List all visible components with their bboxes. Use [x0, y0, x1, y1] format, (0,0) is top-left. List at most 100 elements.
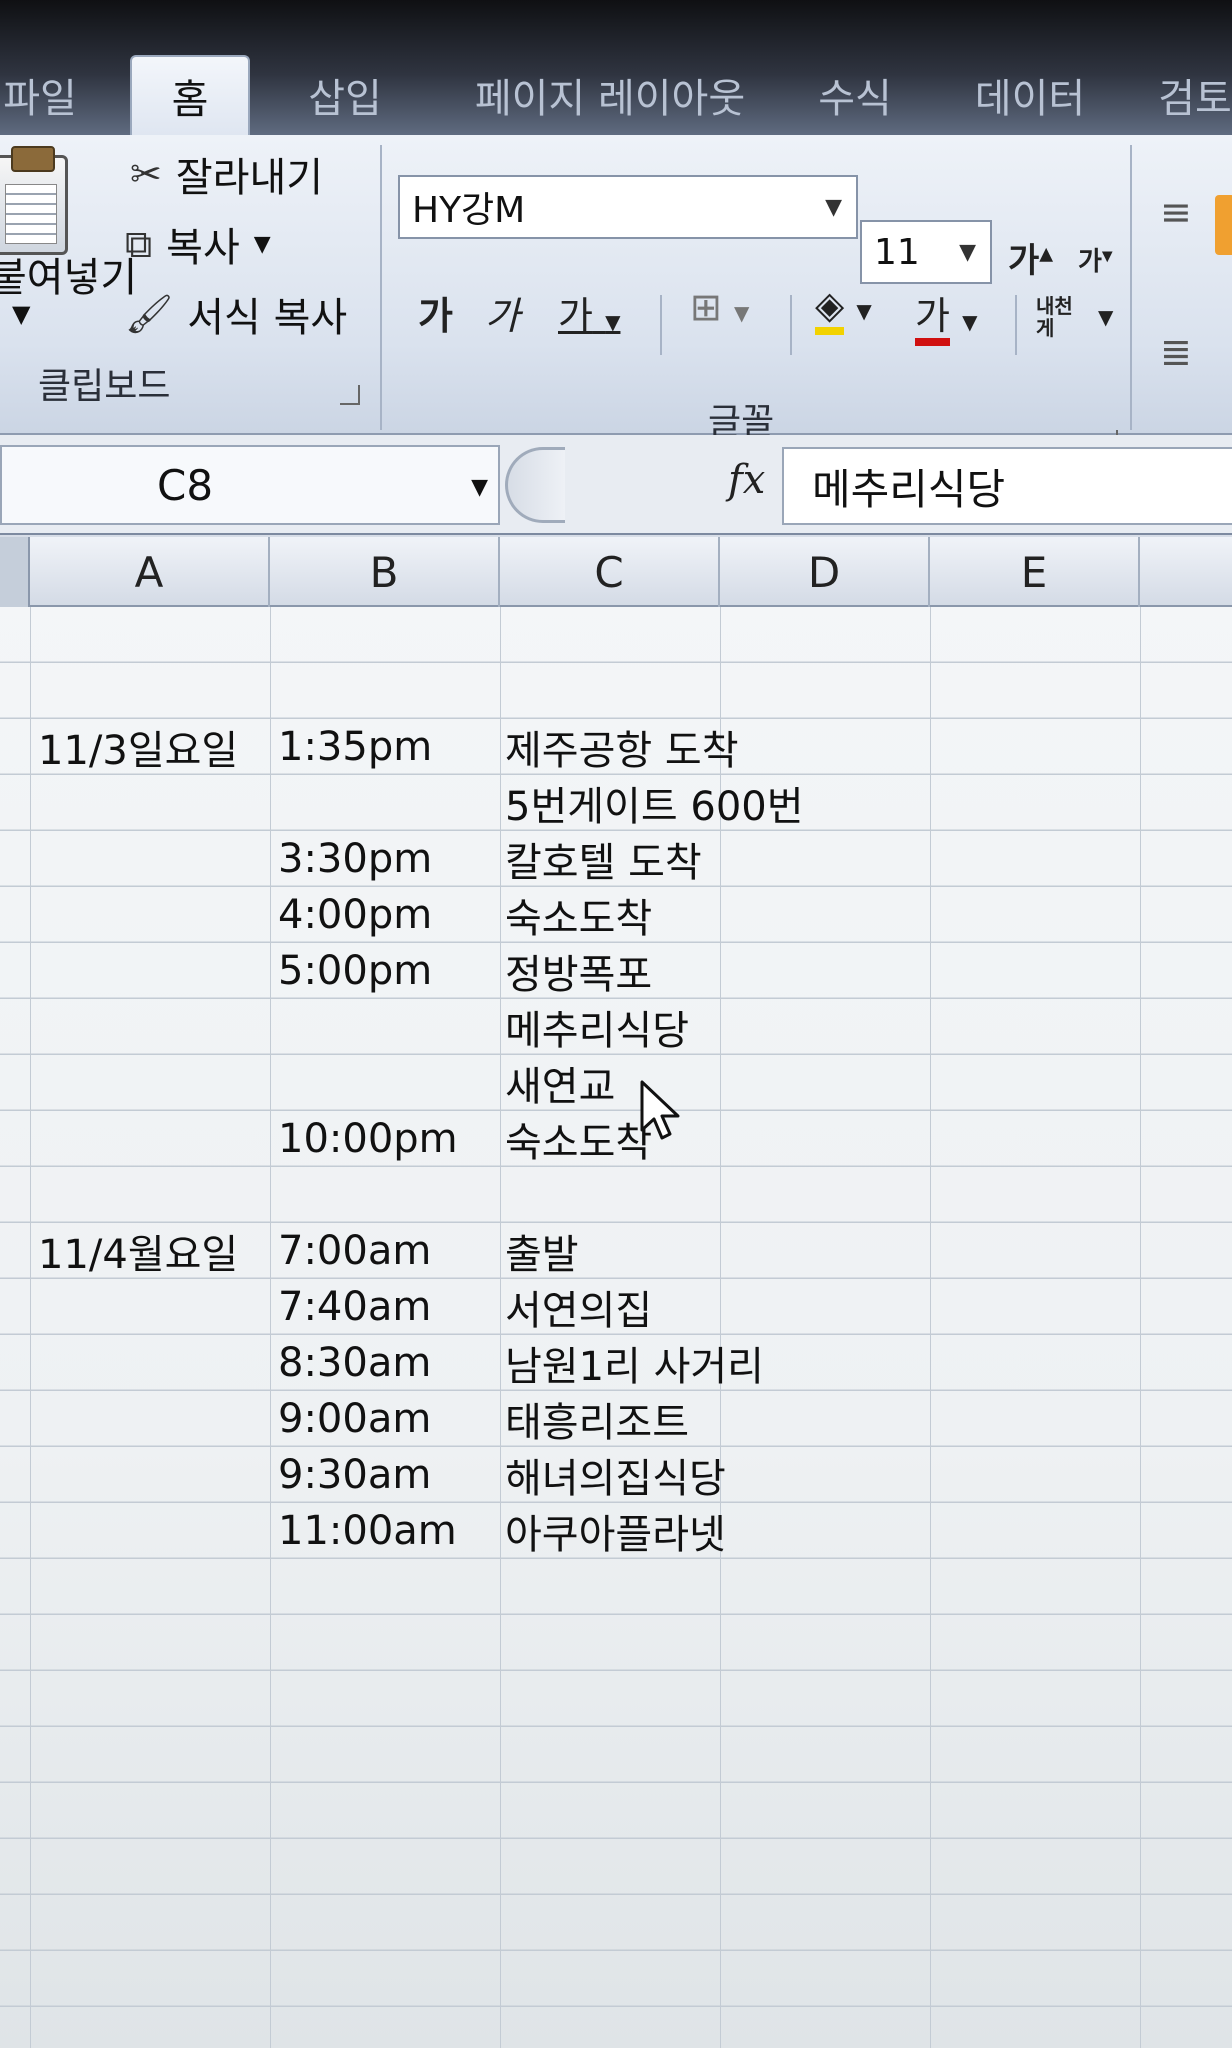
- paste-dropdown[interactable]: ▼: [12, 300, 30, 328]
- cell-b[interactable]: 4:00pm: [278, 892, 433, 938]
- cell-a[interactable]: 11/4월요일: [38, 1232, 239, 1278]
- chevron-down-icon: ▼: [605, 310, 621, 334]
- cell-c[interactable]: 제주공항 도착: [505, 728, 739, 774]
- bold-button[interactable]: 가: [418, 285, 453, 340]
- cell-c[interactable]: 남원1리 사거리: [505, 1344, 764, 1390]
- scissors-icon: ✂: [130, 152, 162, 196]
- worksheet[interactable]: A B C D E 11/3일요일 1:35pm 제주공항 도착 5번게이트 600번…: [0, 537, 1232, 2048]
- font-name-select[interactable]: HY강M ▼: [398, 175, 858, 239]
- formula-value: 메추리식당: [812, 464, 1006, 514]
- cell-a[interactable]: 11/3일요일: [38, 728, 239, 774]
- tab-data[interactable]: 데이터: [974, 76, 1086, 122]
- name-box[interactable]: C8 ▼: [0, 445, 500, 525]
- cell-b[interactable]: 8:30am: [278, 1340, 432, 1386]
- tab-formulas[interactable]: 수식: [818, 76, 892, 122]
- align-left-icon[interactable]: ≣: [1160, 330, 1192, 374]
- formula-bar: C8 ▼ fx 메추리식당: [0, 435, 1232, 535]
- font-color-icon: 가: [915, 294, 950, 346]
- cell-c[interactable]: 새연교: [505, 1064, 616, 1110]
- cell-b[interactable]: 1:35pm: [278, 724, 433, 770]
- select-all-button[interactable]: [0, 537, 30, 607]
- insert-function-icon[interactable]: fx: [728, 457, 766, 503]
- ribbon-tab-bar: 파일 홈 삽입 페이지 레이아웃 수식 데이터 검토: [0, 0, 1232, 135]
- mouse-pointer-icon: [640, 1080, 680, 1140]
- tab-insert[interactable]: 삽입: [308, 76, 382, 122]
- tab-review[interactable]: 검토: [1158, 76, 1232, 122]
- copy-icon: ⧉: [125, 221, 153, 266]
- formula-input[interactable]: 메추리식당: [782, 447, 1232, 525]
- cell-b[interactable]: 11:00am: [278, 1508, 457, 1554]
- cell-b[interactable]: 7:40am: [278, 1284, 432, 1330]
- cell-c[interactable]: 서연의집: [505, 1288, 653, 1334]
- copy-label: 복사: [166, 225, 240, 271]
- column-header-e[interactable]: E: [930, 537, 1140, 607]
- cut-button[interactable]: ✂ 잘라내기: [130, 145, 323, 203]
- chevron-down-icon: ▼: [856, 299, 872, 323]
- chevron-down-icon[interactable]: ▼: [1098, 305, 1114, 329]
- cell-c[interactable]: 메추리식당: [505, 1008, 689, 1054]
- underline-icon: 가: [558, 294, 593, 338]
- chevron-down-icon: ▼: [471, 475, 488, 500]
- bold-icon: 가: [418, 294, 453, 338]
- fill-color-button[interactable]: ◈ ▼: [815, 283, 872, 335]
- cell-b[interactable]: 5:00pm: [278, 948, 433, 994]
- phonetic-button[interactable]: 내천 게: [1036, 295, 1076, 339]
- font-size-select[interactable]: 11 ▼: [860, 220, 992, 284]
- ribbon-home: 붙여넣기 ▼ ✂ 잘라내기 ⧉ 복사 ▼ 🖌 서식 복사 클립보드: [0, 135, 1232, 450]
- cell-b[interactable]: 10:00pm: [278, 1116, 458, 1162]
- column-header-c[interactable]: C: [500, 537, 720, 607]
- grid-vline: [500, 607, 501, 2048]
- cell-c[interactable]: 5번게이트 600번: [505, 784, 804, 830]
- grid-vline: [30, 607, 31, 2048]
- grow-font-button[interactable]: 가▲: [1008, 241, 1054, 281]
- cell-c[interactable]: 출발: [505, 1232, 579, 1278]
- cell-c[interactable]: 정방폭포: [505, 952, 653, 998]
- shrink-font-button[interactable]: 가▼: [1078, 247, 1113, 277]
- font-name-value: HY강M: [412, 190, 526, 231]
- tab-home[interactable]: 홈: [130, 55, 250, 135]
- chevron-down-icon: ▼: [733, 301, 750, 325]
- group-divider: [380, 145, 382, 430]
- clipboard-launcher-icon[interactable]: [340, 385, 360, 405]
- wrap-text-icon[interactable]: [1215, 195, 1232, 255]
- format-painter-button[interactable]: 🖌 서식 복사: [125, 285, 347, 343]
- column-header-b[interactable]: B: [270, 537, 500, 607]
- tab-file[interactable]: 파일: [3, 76, 77, 122]
- cell-b[interactable]: 9:30am: [278, 1452, 432, 1498]
- cell-b[interactable]: 3:30pm: [278, 836, 433, 882]
- paste-button[interactable]: 붙여넣기: [0, 245, 137, 303]
- cell-c[interactable]: 숙소도착: [505, 1120, 653, 1166]
- chevron-down-icon: ▼: [12, 300, 31, 328]
- italic-button[interactable]: 가: [485, 285, 520, 340]
- formula-bar-splitter[interactable]: [505, 447, 565, 523]
- column-header-a[interactable]: A: [30, 537, 270, 607]
- cell-c[interactable]: 해녀의집식당: [505, 1456, 726, 1502]
- borders-button[interactable]: ⊞ ▼: [690, 285, 749, 329]
- cell-c[interactable]: 아쿠아플라넷: [505, 1512, 726, 1558]
- copy-button[interactable]: ⧉ 복사 ▼: [125, 215, 271, 273]
- column-header-d[interactable]: D: [720, 537, 930, 607]
- divider: [660, 295, 662, 355]
- grid-vline: [930, 607, 931, 2048]
- chevron-down-icon: ▼: [962, 310, 978, 334]
- grow-font-icon: 가: [1008, 241, 1040, 281]
- chevron-down-icon: ▼: [825, 195, 842, 220]
- align-top-icon[interactable]: ≡: [1160, 190, 1192, 234]
- cell-b[interactable]: 9:00am: [278, 1396, 432, 1442]
- divider: [790, 295, 792, 355]
- group-divider: [1130, 145, 1132, 430]
- paint-bucket-icon: ◈: [815, 283, 845, 335]
- tab-page-layout[interactable]: 페이지 레이아웃: [474, 76, 746, 122]
- cut-label: 잘라내기: [175, 155, 324, 201]
- cell-c[interactable]: 태흥리조트: [505, 1400, 689, 1446]
- paste-label: 붙여넣기: [0, 255, 138, 301]
- format-painter-label: 서식 복사: [187, 295, 348, 341]
- cell-c[interactable]: 숙소도착: [505, 896, 653, 942]
- underline-button[interactable]: 가 ▼: [558, 285, 620, 340]
- cell-b[interactable]: 7:00am: [278, 1228, 432, 1274]
- paste-icon[interactable]: [0, 146, 68, 255]
- grid-vline: [720, 607, 721, 2048]
- font-color-button[interactable]: 가 ▼: [915, 285, 978, 346]
- clipboard-group-label: 클립보드: [38, 366, 171, 407]
- cell-c[interactable]: 칼호텔 도착: [505, 840, 702, 886]
